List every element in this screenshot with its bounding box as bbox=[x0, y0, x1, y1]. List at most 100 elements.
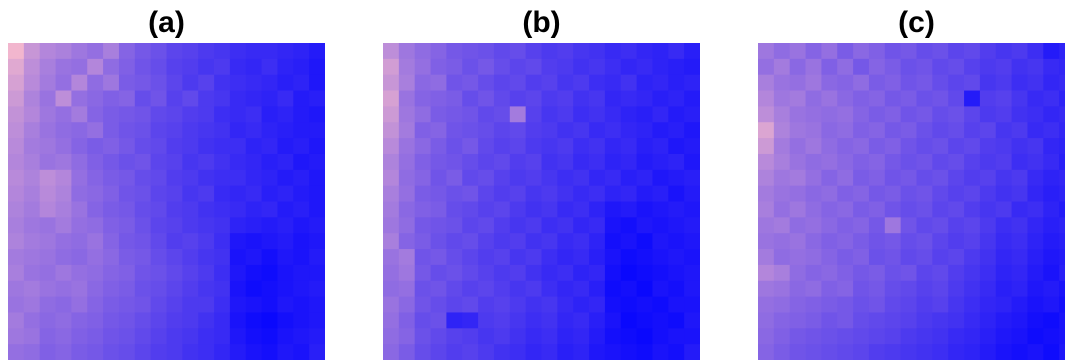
heatmap-cell bbox=[964, 312, 981, 329]
heatmap-cell bbox=[118, 169, 136, 187]
heatmap-cell bbox=[652, 312, 669, 329]
heatmap-cell bbox=[979, 90, 997, 107]
heatmap-cell bbox=[118, 217, 136, 234]
heatmap-cell bbox=[684, 344, 700, 360]
heatmap-cell bbox=[837, 106, 854, 123]
heatmap-cell bbox=[789, 58, 806, 76]
heatmap-a bbox=[8, 43, 325, 360]
heatmap-cell bbox=[805, 296, 822, 313]
heatmap-cell bbox=[430, 43, 447, 60]
heatmap-cell bbox=[277, 90, 294, 107]
heatmap-cell bbox=[589, 74, 606, 91]
heatmap-cell bbox=[668, 122, 685, 139]
heatmap-cell bbox=[478, 344, 495, 360]
heatmap-cell bbox=[134, 201, 152, 218]
heatmap-cell bbox=[398, 344, 416, 360]
heatmap-cell bbox=[789, 122, 806, 139]
heatmap-cell bbox=[604, 344, 622, 360]
heatmap-cell bbox=[900, 74, 917, 91]
heatmap-cell bbox=[39, 138, 56, 155]
heatmap-cell bbox=[1011, 233, 1028, 250]
heatmap-cell bbox=[509, 344, 527, 360]
heatmap-cell bbox=[309, 169, 325, 187]
panel-b: (b) bbox=[383, 0, 700, 360]
heatmap-cell bbox=[478, 280, 495, 297]
heatmap-cell bbox=[87, 138, 104, 155]
heatmap-cell bbox=[916, 90, 933, 107]
heatmap-cell bbox=[821, 249, 838, 266]
heatmap-cell bbox=[773, 280, 791, 297]
heatmap-cell bbox=[995, 233, 1012, 250]
heatmap-cell bbox=[652, 280, 669, 297]
heatmap-cell bbox=[684, 233, 700, 250]
heatmap-cell bbox=[684, 296, 700, 313]
heatmap-cell bbox=[293, 201, 310, 218]
heatmap-cell bbox=[636, 328, 653, 345]
heatmap-cell bbox=[773, 185, 791, 202]
heatmap-cell bbox=[87, 344, 104, 360]
heatmap-cell bbox=[1043, 201, 1060, 218]
heatmap-cell bbox=[773, 312, 791, 329]
heatmap-cell bbox=[182, 122, 199, 139]
heatmap-cell bbox=[805, 122, 822, 139]
heatmap-cell bbox=[884, 296, 902, 313]
heatmap-cell bbox=[134, 153, 152, 171]
heatmap-cell bbox=[55, 312, 72, 329]
heatmap-cell bbox=[573, 344, 590, 360]
heatmap-cell bbox=[55, 138, 72, 155]
heatmap-cell bbox=[277, 122, 294, 139]
heatmap-cell bbox=[261, 201, 278, 218]
heatmap-cell bbox=[214, 201, 231, 218]
heatmap-cell bbox=[398, 296, 416, 313]
heatmap-cell bbox=[995, 122, 1012, 139]
heatmap-cell bbox=[1059, 185, 1065, 202]
heatmap-cell bbox=[1011, 312, 1028, 329]
heatmap-cell bbox=[261, 344, 278, 360]
heatmap-cell bbox=[118, 122, 136, 139]
heatmap-cell bbox=[293, 344, 310, 360]
heatmap-cell bbox=[868, 344, 886, 360]
heatmap-cell bbox=[134, 328, 152, 345]
heatmap-cell bbox=[478, 74, 495, 91]
heatmap-cell bbox=[573, 233, 590, 250]
heatmap-cell bbox=[916, 217, 933, 234]
heatmap-cell bbox=[198, 90, 215, 107]
heatmap-cell bbox=[8, 328, 25, 345]
heatmap-cell bbox=[979, 312, 997, 329]
heatmap-cell bbox=[541, 169, 558, 187]
heatmap-cell bbox=[853, 74, 870, 91]
heatmap-cell bbox=[995, 312, 1012, 329]
heatmap-cell bbox=[589, 43, 606, 60]
heatmap-cell bbox=[573, 90, 590, 107]
heatmap-cell bbox=[446, 264, 463, 282]
heatmap-cell bbox=[789, 153, 806, 171]
heatmap-cell bbox=[182, 217, 199, 234]
heatmap-cell bbox=[773, 296, 791, 313]
heatmap-cell bbox=[398, 249, 416, 266]
heatmap-cell bbox=[853, 249, 870, 266]
heatmap-cell bbox=[964, 328, 981, 345]
heatmap-cell bbox=[134, 296, 152, 313]
heatmap-cell bbox=[525, 58, 542, 76]
heatmap-cell bbox=[166, 312, 183, 329]
heatmap-cell bbox=[134, 74, 152, 91]
heatmap-cell bbox=[916, 74, 933, 91]
heatmap-cell bbox=[118, 233, 136, 250]
heatmap-cell bbox=[150, 58, 167, 76]
heatmap-cell bbox=[261, 312, 278, 329]
heatmap-cell bbox=[684, 185, 700, 202]
heatmap-cell bbox=[87, 280, 104, 297]
heatmap-cell bbox=[1027, 90, 1044, 107]
heatmap-cell bbox=[103, 74, 120, 91]
heatmap-cell bbox=[557, 58, 574, 76]
heatmap-cell bbox=[166, 43, 183, 60]
heatmap-cell bbox=[462, 233, 479, 250]
heatmap-cell bbox=[1059, 106, 1065, 123]
heatmap-cell bbox=[87, 264, 104, 282]
heatmap-cell bbox=[509, 169, 527, 187]
heatmap-cell bbox=[948, 58, 965, 76]
heatmap-cell bbox=[932, 249, 949, 266]
heatmap-cell bbox=[87, 169, 104, 187]
heatmap-cell bbox=[868, 280, 886, 297]
heatmap-cell bbox=[478, 185, 495, 202]
